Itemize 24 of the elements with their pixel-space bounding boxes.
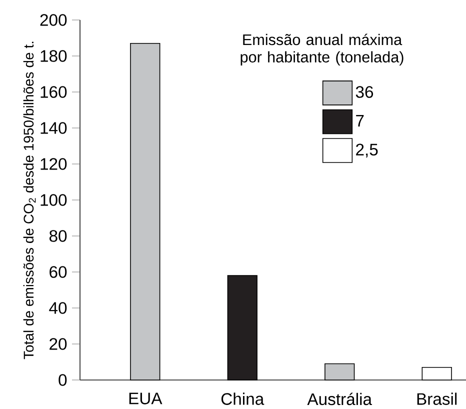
y-tick-label: 200: [40, 14, 67, 26]
legend-label: 36: [356, 86, 374, 98]
y-tick-label: 60: [50, 266, 67, 278]
y-tick-label: 180: [40, 50, 67, 62]
bar: [324, 363, 355, 380]
bar: [227, 275, 258, 380]
y-tick-label: 40: [49, 302, 67, 314]
legend-label: 2,5: [356, 144, 378, 158]
x-tick-label: China: [221, 392, 264, 405]
legend-title: Emissão anual máxima por habitante (tonelada): [240, 34, 404, 66]
y-tick-label: 120: [40, 158, 67, 170]
bar: [130, 42, 160, 380]
y-tick-label: 100: [40, 194, 67, 206]
y-tick-label: 80: [49, 230, 67, 242]
y-tick-label: 140: [40, 122, 67, 134]
y-tick-label: 0: [58, 374, 67, 386]
y-tick-label: 20: [50, 338, 67, 350]
legend-label: 7: [356, 115, 364, 126]
y-tick-label: 160: [40, 86, 67, 98]
bar: [422, 366, 452, 380]
x-tick-label: Brasil: [417, 392, 457, 405]
x-tick-label: Austrália: [307, 392, 372, 406]
x-tick-label: EUA: [129, 392, 162, 404]
y-axis-title: Total de emissões de CO$_{2}$ desde 1950/bilhões de t.: [23, 42, 36, 360]
